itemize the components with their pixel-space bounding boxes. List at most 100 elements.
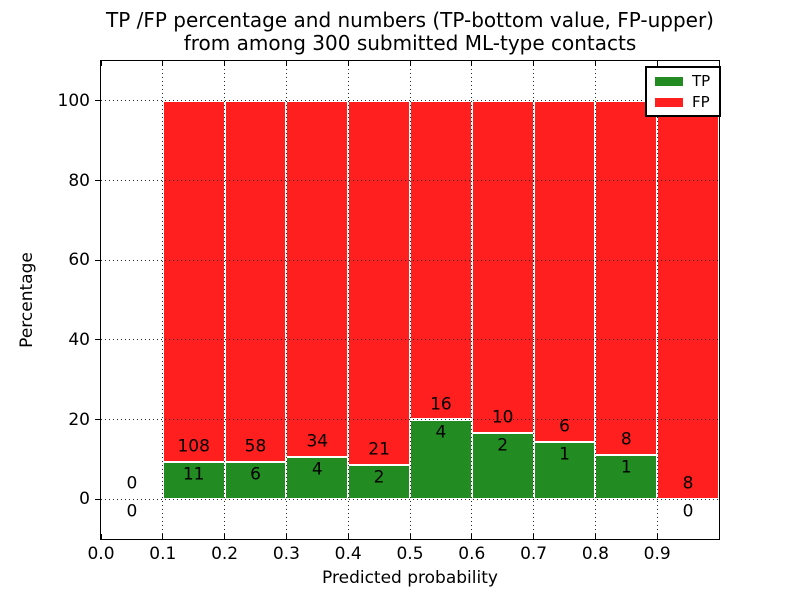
tp-count-label: 11 <box>182 464 205 485</box>
x-axis-label: Predicted probability <box>322 568 498 588</box>
legend-item-fp: FP <box>655 93 710 111</box>
x-top-tick <box>100 61 102 66</box>
x-tick-label: 0.5 <box>396 544 424 564</box>
y-tick <box>95 100 100 102</box>
tp-bar-segment <box>162 462 225 500</box>
chart-title-line1: TP /FP percentage and numbers (TP-bottom… <box>106 8 714 32</box>
tp-count-label: 1 <box>620 457 632 478</box>
y-gridline <box>101 498 719 500</box>
tp-count-label: 1 <box>559 444 570 465</box>
fp-count-label: 21 <box>368 439 390 460</box>
x-tick <box>285 534 287 539</box>
fp-count-label: 108 <box>177 436 210 457</box>
y-tick-label: 60 <box>68 250 90 271</box>
fp-bar-segment <box>162 100 225 463</box>
x-tick-label: 0.4 <box>334 544 362 564</box>
x-tick-label: 0.8 <box>581 544 609 564</box>
fp-bar-segment <box>471 100 534 433</box>
x-gridline <box>285 61 287 539</box>
fp-bar-segment <box>657 100 719 500</box>
x-tick <box>409 534 411 539</box>
x-top-tick <box>594 61 596 66</box>
x-top-tick <box>656 61 658 66</box>
x-top-tick <box>409 61 411 66</box>
x-tick <box>162 534 164 539</box>
tp-bar-segment <box>224 461 287 500</box>
tp-bar-segment <box>348 464 410 500</box>
x-top-tick <box>285 61 287 66</box>
fp-count-label: 8 <box>620 429 632 450</box>
y-tick-label: 20 <box>68 409 90 430</box>
x-tick <box>533 534 535 539</box>
fp-bar-segment <box>348 100 410 465</box>
fp-count-label: 0 <box>126 473 138 494</box>
y-tick <box>95 419 100 420</box>
legend-swatch-tp-icon <box>655 76 683 86</box>
x-top-tick <box>471 61 473 66</box>
x-tick <box>347 534 349 539</box>
chart-title-line2: from among 300 submitted ML-type contact… <box>183 31 637 55</box>
x-gridline <box>471 61 473 539</box>
x-gridline <box>656 61 658 539</box>
y-tick-label: 80 <box>68 170 90 191</box>
fp-count-label: 16 <box>430 394 452 414</box>
y-gridline <box>101 100 719 102</box>
x-tick-label: 0.3 <box>272 544 300 564</box>
legend-label-tp: TP <box>692 72 711 90</box>
y-gridline <box>101 339 719 341</box>
fp-bar-segment <box>595 100 658 455</box>
plot-area: 0 0 108 11 58 6 34 4 21 2 16 4 10 2 6 1 8 1 8 0 <box>100 60 720 540</box>
fp-count-label: 6 <box>559 416 570 437</box>
y-gridline <box>101 419 719 420</box>
x-top-tick <box>224 61 226 66</box>
legend: TP FP <box>645 66 722 117</box>
x-tick-label: 0.9 <box>643 544 671 564</box>
fp-count-label: 10 <box>491 407 514 428</box>
y-tick-label: 100 <box>57 90 90 111</box>
x-tick-label: 0.2 <box>211 544 239 564</box>
y-tick <box>95 259 100 261</box>
x-top-tick <box>533 61 535 66</box>
y-tick-label: 40 <box>68 329 90 350</box>
tp-bar-segment <box>533 442 596 500</box>
chart-title: TP /FP percentage and numbers (TP-bottom… <box>106 9 714 55</box>
x-top-tick <box>347 61 349 66</box>
x-gridline <box>162 61 164 539</box>
tp-count-label: 0 <box>126 501 138 522</box>
x-tick <box>224 534 226 539</box>
fp-count-label: 34 <box>306 431 329 452</box>
y-tick <box>95 339 100 341</box>
tp-count-label: 4 <box>435 422 447 442</box>
legend-item-tp: TP <box>655 72 711 90</box>
x-gridline <box>347 61 349 539</box>
x-tick <box>656 534 658 539</box>
x-tick <box>471 534 473 539</box>
x-tick-label: 0.1 <box>149 544 177 564</box>
x-top-tick <box>162 61 164 66</box>
tp-count-label: 2 <box>497 435 509 456</box>
y-tick-label: 0 <box>79 489 90 510</box>
x-gridline <box>409 61 411 539</box>
tp-count-label: 6 <box>250 464 261 485</box>
y-tick <box>95 498 100 500</box>
fp-count-label: 58 <box>244 436 267 457</box>
x-tick-label: 0.7 <box>520 544 548 564</box>
legend-swatch-fp-icon <box>655 97 683 107</box>
fp-bar-segment <box>286 100 349 458</box>
x-gridline <box>594 61 596 539</box>
x-gridline <box>533 61 535 539</box>
fp-bar-segment <box>533 100 596 443</box>
fp-bar-segment <box>224 100 287 462</box>
x-tick-label: 0.0 <box>87 544 115 564</box>
tp-count-label: 0 <box>682 501 694 522</box>
y-gridline <box>101 180 719 181</box>
x-tick-label: 0.6 <box>458 544 486 564</box>
y-gridline <box>101 259 719 261</box>
x-gridline <box>224 61 226 539</box>
y-axis-label: Percentage <box>17 252 37 348</box>
legend-label-fp: FP <box>692 93 710 111</box>
y-tick <box>95 180 100 181</box>
tp-count-label: 2 <box>373 467 385 488</box>
x-tick <box>100 534 102 539</box>
